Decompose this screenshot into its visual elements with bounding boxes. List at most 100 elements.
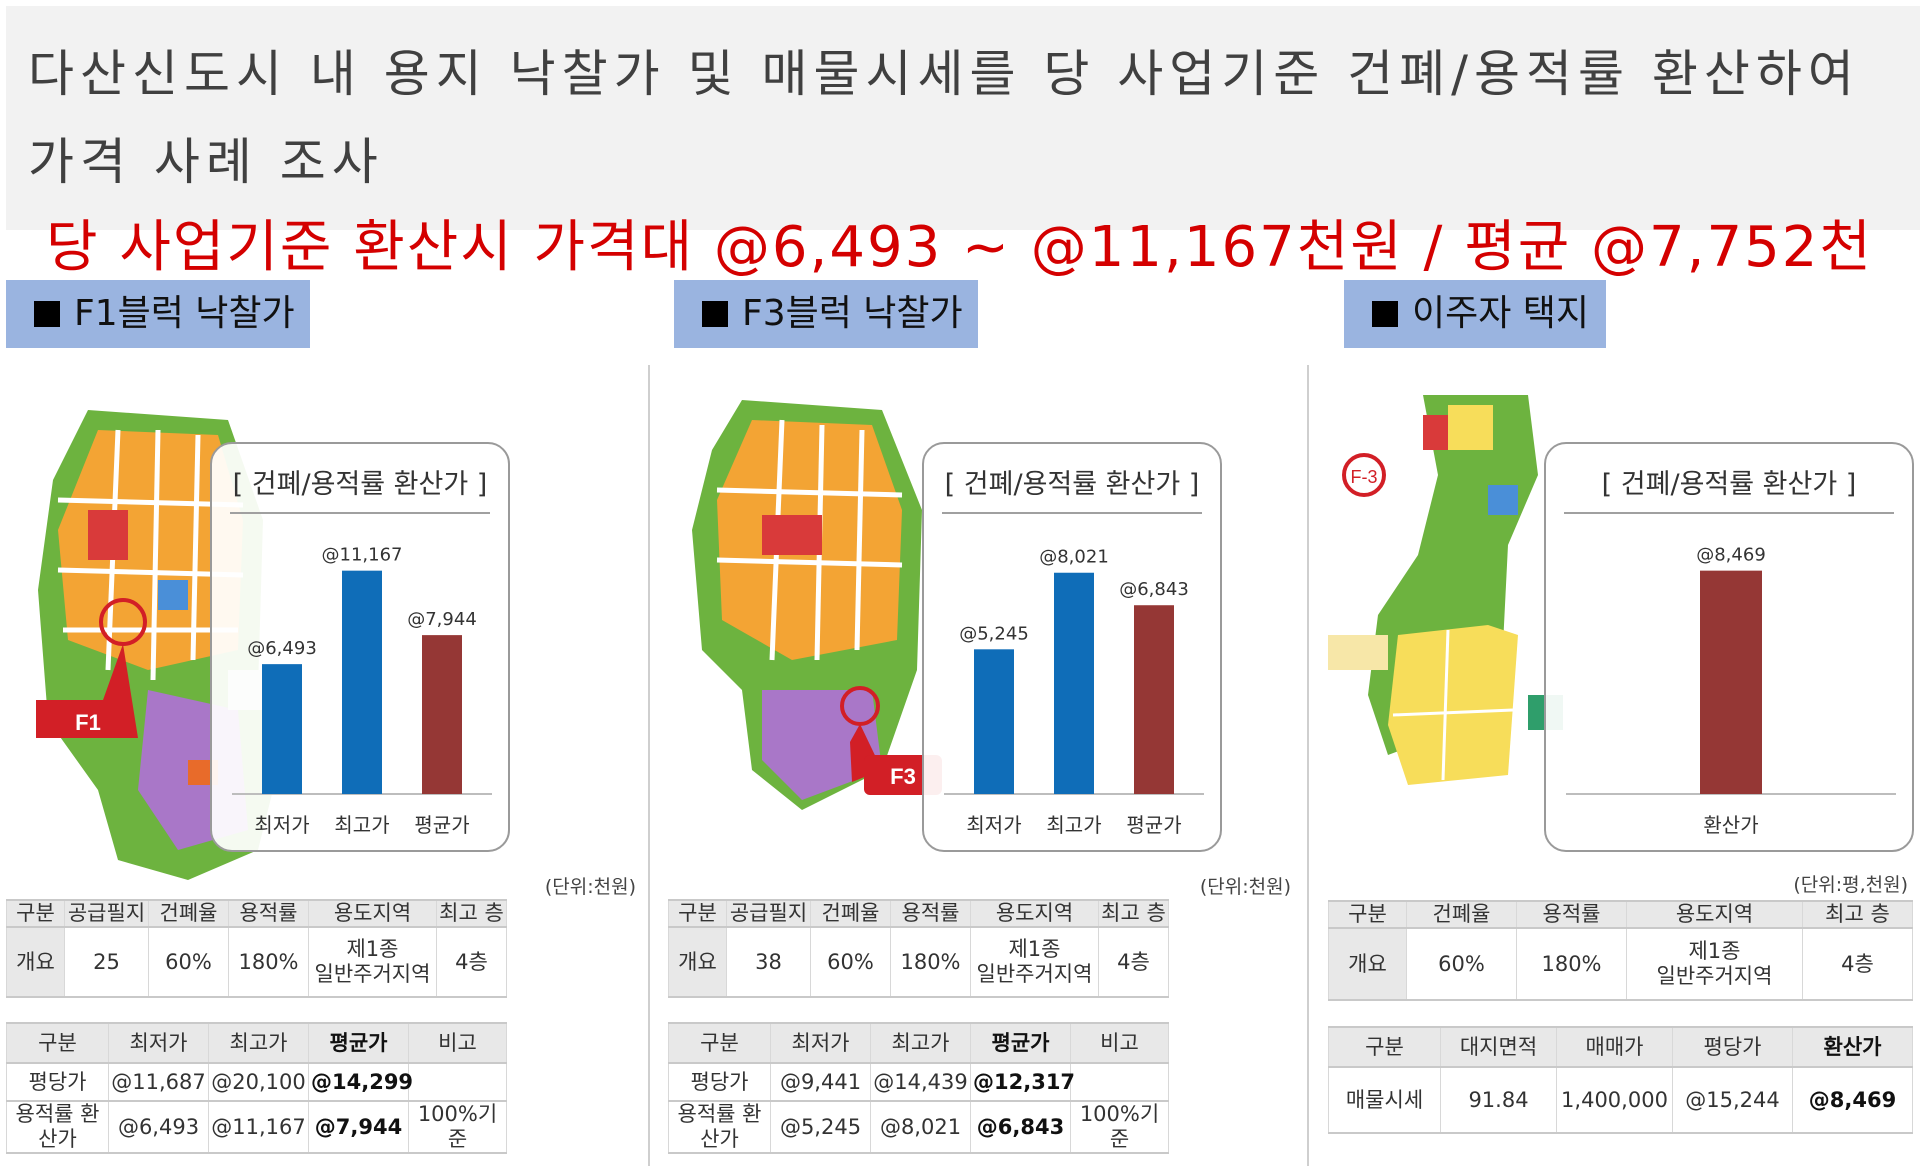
table-header: 평균가 (308, 1022, 409, 1064)
table-cell: 평당가 (6, 1062, 109, 1102)
table-row: 용적률 환산가 @6,493 @11,167 @7,944 100%기준 (6, 1100, 507, 1154)
chart-title: [ 건폐/용적률 환산가 ] (944, 469, 1200, 500)
category-label: 최고가 (1046, 813, 1101, 837)
table-cell: 4층 (436, 926, 507, 998)
table-header: 공급필지 (726, 899, 811, 928)
chart-box: [ 건폐/용적률 환산가 ] @5,245 최저가 @8,021 최고가 @6,843 평… (922, 442, 1222, 852)
bar-chart: @6,493 최저가 @11,167 최고가 @7,944 평균가 (232, 545, 492, 837)
price-range-highlight: 당 사업기준 환산시 가격대 @6,493 ~ @11,167천원 / 평균 @… (46, 215, 1873, 356)
bar-최고가 (342, 570, 382, 794)
chart-title: [ 건폐/용적률 환산가 ] (232, 469, 488, 500)
table-cell: 100%기준 (408, 1100, 507, 1154)
data-label: @8,021 (1039, 547, 1109, 568)
table-cell (1070, 1062, 1169, 1102)
table-cell: 180% (890, 926, 971, 998)
table-cell: 25 (64, 926, 149, 998)
table-header-row: 구분 최저가 최고가 평균가 비고 (668, 1022, 1169, 1064)
table-header: 건폐율 (1406, 900, 1517, 929)
bar-평균가 (422, 635, 462, 794)
chart-title-rule (1564, 512, 1894, 514)
table-header-row: 구분 최저가 최고가 평균가 비고 (6, 1022, 507, 1064)
table-cell: @15,244 (1672, 1066, 1793, 1134)
site-map-relocation: F-3 (1328, 395, 1563, 785)
table-header: 구분 (668, 899, 727, 928)
bar-평균가 (1134, 605, 1174, 794)
table-row: 매물시세 91.84 1,400,000 @15,244 @8,469 (1328, 1066, 1913, 1134)
header-text: 다산신도시 내 용지 낙찰가 및 매물시세를 당 사업기준 건폐/용적률 환산하… (28, 45, 1860, 191)
unit-label: (단위:천원) (544, 876, 636, 898)
site-map-f3: F3 (692, 400, 942, 810)
category-label: 평균가 (414, 813, 469, 837)
column-divider (1307, 365, 1309, 1166)
table-cell: 개요 (1328, 927, 1407, 1001)
table-cell: 180% (1516, 927, 1627, 1001)
chart-box: [ 건폐/용적률 환산가 ] @6,493 최저가 @11,167 최고가 @7,944… (210, 442, 510, 852)
table-row: 평당가 @11,687 @20,100 @14,299 (6, 1062, 507, 1102)
table-cell: 1,400,000 (1556, 1066, 1673, 1134)
bar-최저가 (974, 649, 1014, 794)
table-header-row: 구분 건폐율 용적률 용도지역 최고 층 (1328, 900, 1913, 929)
table-header: 매매가 (1556, 1026, 1673, 1068)
table-cell: @7,944 (308, 1100, 409, 1154)
table-cell: 용적률 환산가 (6, 1100, 109, 1154)
table-header: 최고가 (208, 1022, 309, 1064)
section-title: 이주자 택지 (1344, 280, 1606, 348)
table-header: 공급필지 (64, 899, 149, 928)
table-cell: @14,299 (308, 1062, 413, 1102)
table-row: 개요 38 60% 180% 제1종 일반주거지역 4층 (668, 926, 1169, 998)
table-header: 최고 층 (1098, 899, 1169, 928)
header-box (6, 6, 1920, 230)
map-label: F3 (890, 764, 916, 789)
listing-price-table: 구분 대지면적 매매가 평당가 환산가 매물시세 91.84 1,400,000… (1328, 1026, 1913, 1134)
table-row: 평당가 @9,441 @14,439 @12,317 (668, 1062, 1169, 1102)
table-header: 최저가 (770, 1022, 871, 1064)
table-cell: 60% (148, 926, 229, 998)
table-header: 용적률 (1516, 900, 1627, 929)
table-header-row: 구분 공급필지 건폐율 용적률 용도지역 최고 층 (6, 899, 507, 928)
category-label: 평균가 (1126, 813, 1181, 837)
bar-chart: @5,245 최저가 @8,021 최고가 @6,843 평균가 (944, 547, 1204, 837)
table-cell: @9,441 (770, 1062, 871, 1102)
price-table: 구분 최저가 최고가 평균가 비고 평당가 @11,687 @20,100 @1… (6, 1022, 507, 1154)
table-cell: 60% (1406, 927, 1517, 1001)
table-header: 대지면적 (1440, 1026, 1557, 1068)
category-label: 최고가 (334, 813, 389, 837)
table-cell: 용적률 환산가 (668, 1100, 771, 1154)
chart-title-rule (942, 512, 1202, 514)
category-label: 최저가 (254, 813, 309, 837)
table-cell: @6,843 (970, 1100, 1071, 1154)
section-f3: F3블럭 낙찰가 F3 [ 건폐/용적률 환산가 ] @5,245 최저가 @8,0… (662, 280, 1307, 1166)
table-cell: 100%기준 (1070, 1100, 1169, 1154)
table-cell: 평당가 (668, 1062, 771, 1102)
table-cell: 91.84 (1440, 1066, 1557, 1134)
section-f1: F1블럭 낙찰가 F1 [ 건폐/용적률 환산가 ] @6,493 최저가 @11,… (0, 280, 648, 1166)
table-cell: 60% (810, 926, 891, 998)
data-label: @5,245 (959, 623, 1029, 644)
table-header: 최고가 (870, 1022, 971, 1064)
category-label: 최저가 (966, 813, 1021, 837)
section-relocation-lots: 이주자 택지 F-3 [ 건폐/용적률 환산가 ] @8,469 환산가 (단위:… (1322, 280, 1920, 1166)
table-cell: 38 (726, 926, 811, 998)
table-cell: @20,100 (208, 1062, 309, 1102)
table-header: 구분 (668, 1022, 771, 1064)
table-header: 구분 (1328, 900, 1407, 929)
table-cell: 개요 (6, 926, 65, 998)
table-header: 최고 층 (436, 899, 507, 928)
bar-chart: @8,469 환산가 (1566, 545, 1896, 837)
table-row: 개요 60% 180% 제1종 일반주거지역 4층 (1328, 927, 1913, 1001)
table-header: 평당가 (1672, 1026, 1793, 1068)
data-label: @7,944 (407, 609, 477, 630)
square-bullet-icon (34, 301, 60, 327)
table-header-row: 구분 대지면적 매매가 평당가 환산가 (1328, 1026, 1913, 1068)
table-header: 평균가 (970, 1022, 1071, 1064)
chart-title: [ 건폐/용적률 환산가 ] (1601, 469, 1857, 500)
price-table: 구분 최저가 최고가 평균가 비고 평당가 @9,441 @14,439 @12… (668, 1022, 1169, 1154)
section-title: F1블럭 낙찰가 (6, 280, 310, 348)
table-header: 구분 (6, 1022, 109, 1064)
table-header: 건폐율 (148, 899, 229, 928)
table-cell: 4층 (1098, 926, 1169, 998)
table-header: 건폐율 (810, 899, 891, 928)
table-header: 용적률 (228, 899, 309, 928)
category-label: 환산가 (1703, 813, 1758, 837)
data-label: @8,469 (1696, 545, 1766, 566)
